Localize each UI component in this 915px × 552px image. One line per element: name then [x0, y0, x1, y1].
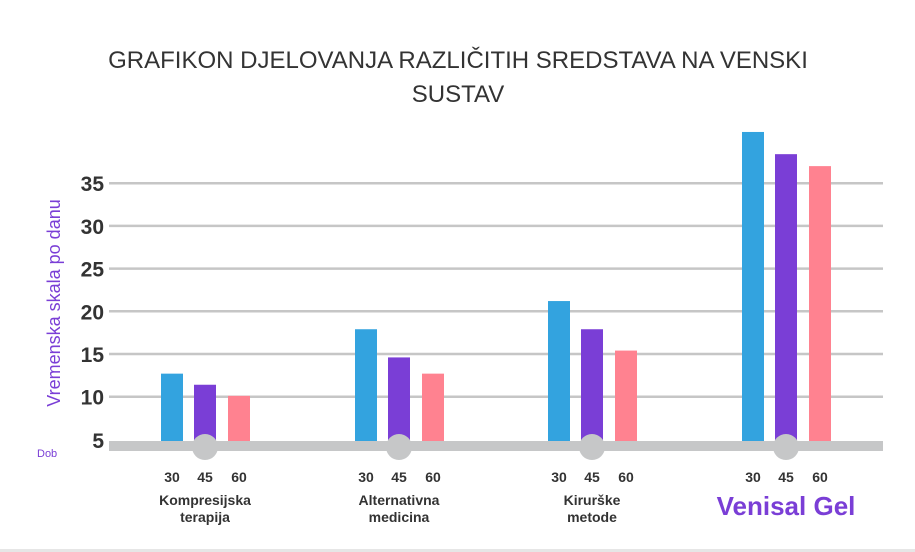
bar-2-60 [615, 350, 637, 441]
chart-title-line-2: SUSTAV [412, 81, 504, 108]
x-tick-label: 60 [618, 469, 634, 485]
axis-marker-dot [192, 434, 218, 460]
bar-1-60 [422, 373, 444, 441]
axis-marker-dot [386, 434, 412, 460]
bar-1-30 [355, 329, 377, 441]
x-tick-label: 45 [584, 469, 600, 485]
x-tick-label: 30 [745, 469, 761, 485]
category-label-highlight: Venisal Gel [717, 491, 856, 521]
y-tick-label: 35 [81, 173, 105, 196]
axis-marker-dot [579, 434, 605, 460]
category-label: metode [567, 509, 617, 525]
x-tick-label: 60 [812, 469, 828, 485]
axis-marker-dot [773, 434, 799, 460]
x-axis-label: Dob [37, 448, 57, 460]
bar-0-30 [161, 373, 183, 441]
category-label: Kompresijska [159, 492, 251, 508]
x-tick-label: 30 [164, 469, 180, 485]
bar-0-45 [194, 384, 216, 441]
x-tick-label: 45 [391, 469, 407, 485]
y-tick-label: 30 [81, 216, 104, 239]
category-label: Alternativna [359, 492, 440, 508]
x-tick-label: 45 [778, 469, 794, 485]
x-tick-label: 60 [231, 469, 247, 485]
bar-0-60 [228, 395, 250, 441]
y-tick-label: 15 [81, 344, 105, 367]
chart-title-line-1: GRAFIKON DJELOVANJA RAZLIČITIH SREDSTAVA… [108, 46, 808, 74]
y-tick-label: 10 [81, 387, 104, 410]
category-label: Kirurške [564, 492, 621, 508]
x-tick-label: 45 [197, 469, 213, 485]
bottom-divider [0, 549, 915, 552]
x-axis-band [109, 441, 883, 451]
bar-2-30 [548, 301, 570, 441]
bar-3-60 [809, 166, 831, 441]
category-label: medicina [369, 509, 430, 525]
bar-1-45 [388, 357, 410, 441]
x-tick-label: 30 [358, 469, 374, 485]
x-tick-label: 30 [551, 469, 567, 485]
y-tick-label: 20 [81, 301, 104, 324]
bar-3-30 [742, 131, 764, 441]
y-tick-label: 25 [81, 259, 105, 282]
y-axis-label: Vremenska skala po danu [44, 199, 64, 406]
bar-3-45 [775, 154, 797, 441]
y-tick-label: 5 [92, 430, 104, 453]
x-tick-label: 60 [425, 469, 441, 485]
bar-2-45 [581, 329, 603, 441]
category-label: terapija [180, 509, 230, 525]
